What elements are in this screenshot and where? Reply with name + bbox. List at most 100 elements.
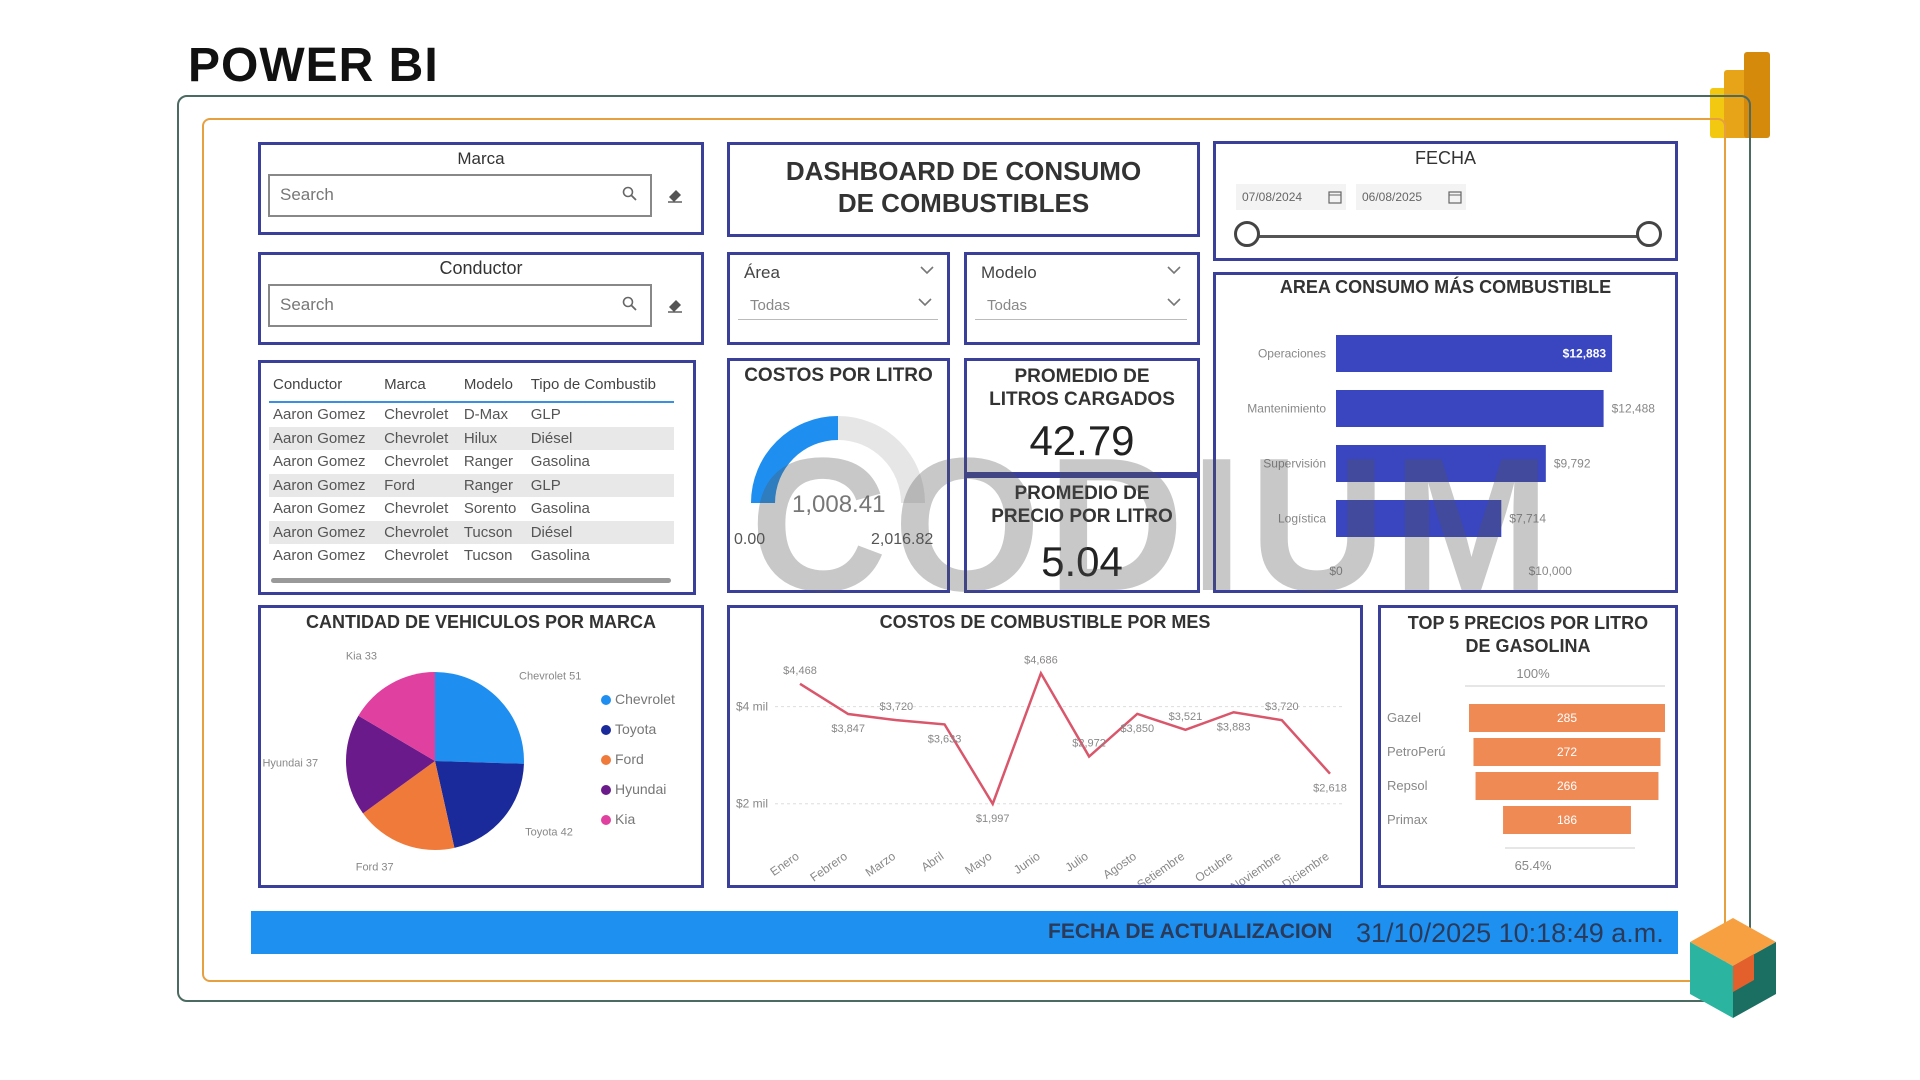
top5-precios-card: TOP 5 PRECIOS POR LITRO DE GASOLINA 100%… bbox=[1378, 605, 1678, 888]
chevron-down-icon[interactable] bbox=[1167, 265, 1181, 275]
top5-precios-chart: 100% 285 Gazel 272 PetroPerú 266 Repsol 186 Prim… bbox=[1387, 666, 1665, 873]
table-header-cell[interactable]: Tipo de Combustib bbox=[526, 367, 674, 403]
eraser-icon[interactable] bbox=[666, 295, 684, 313]
modelo-dropdown-card: Modelo Todas bbox=[964, 252, 1200, 345]
fecha-title: FECHA bbox=[1414, 148, 1476, 168]
area-selected-value: Todas bbox=[750, 297, 791, 314]
table-cell: Chevrolet bbox=[384, 453, 449, 471]
x-tick-label: Marzo bbox=[863, 849, 899, 880]
marca-search-input[interactable]: Search bbox=[268, 174, 652, 217]
search-icon bbox=[622, 186, 637, 201]
gauge-fill bbox=[751, 416, 838, 503]
table-cell: Chevrolet bbox=[384, 406, 449, 424]
table-cell: GLP bbox=[526, 473, 674, 497]
vehiculos-marca-card: CANTIDAD DE VEHICULOS POR MARCA Chevrole… bbox=[258, 605, 704, 888]
x-tick-label: Setiembre bbox=[1134, 849, 1187, 885]
costos-mes-card: COSTOS DE COMBUSTIBLE POR MES $2 mil $4 m… bbox=[727, 605, 1363, 888]
x-tick-label: Diciembre bbox=[1279, 849, 1332, 885]
table-cell: Ford bbox=[380, 473, 460, 497]
table-header-cell[interactable]: Modelo bbox=[459, 367, 527, 403]
funnel-bar bbox=[1475, 772, 1659, 800]
table-cell: Aaron Gomez bbox=[273, 453, 366, 471]
bar bbox=[1336, 335, 1613, 372]
fecha-range-start-handle[interactable] bbox=[1234, 221, 1260, 247]
table-header-cell[interactable]: Marca bbox=[380, 367, 460, 403]
fecha-range-end-handle[interactable] bbox=[1636, 221, 1662, 247]
pie-slice-label: Kia 33 bbox=[346, 650, 377, 662]
table-cell: Aaron Gomez bbox=[273, 406, 366, 424]
promedio-precio-value: 5.04 bbox=[1041, 538, 1123, 585]
marca-slicer: Marca Search bbox=[258, 142, 704, 235]
gauge-max: 2,016.82 bbox=[871, 531, 934, 548]
table-row[interactable]: Aaron Gomez Chevrolet Sorento Gasolina bbox=[269, 497, 674, 521]
marca-slicer-title: Marca bbox=[457, 149, 505, 168]
x-tick-label: Enero bbox=[767, 849, 802, 879]
area-select[interactable]: Todas bbox=[738, 289, 938, 320]
line-value-label: $2,972 bbox=[1072, 738, 1106, 750]
x-tick-label: Abril bbox=[919, 849, 947, 874]
table-cell: Gasolina bbox=[530, 547, 590, 565]
legend-label: Hyundai bbox=[615, 781, 666, 797]
table-row[interactable]: Aaron Gomez Chevrolet Ranger Gasolina bbox=[269, 450, 674, 474]
table-cell: Aaron Gomez bbox=[269, 473, 381, 497]
table-cell: Diésel bbox=[526, 520, 674, 544]
pie-slice bbox=[435, 761, 524, 848]
x-tick-label: Junio bbox=[1011, 849, 1043, 877]
fecha-range-track bbox=[1250, 235, 1650, 238]
calendar-icon[interactable] bbox=[1328, 190, 1342, 204]
x-tick-label: Mayo bbox=[962, 849, 994, 877]
table-row[interactable]: Aaron Gomez Chevrolet D-Max GLP bbox=[269, 402, 674, 427]
x-tick-label: Agosto bbox=[1100, 849, 1139, 882]
conductor-search-input[interactable]: Search bbox=[268, 284, 652, 327]
chevron-down-icon bbox=[918, 298, 932, 307]
chevron-down-icon[interactable] bbox=[920, 265, 934, 275]
legend-label: Chevrolet bbox=[615, 691, 675, 707]
area-consumo-title: AREA CONSUMO MÁS COMBUSTIBLE bbox=[1279, 277, 1612, 297]
legend-marker bbox=[601, 755, 611, 765]
line-value-label: $4,468 bbox=[783, 665, 817, 677]
bar bbox=[1336, 500, 1502, 537]
search-icon bbox=[622, 296, 637, 311]
legend-marker bbox=[601, 815, 611, 825]
dashboard-title: DASHBOARD DE CONSUMO DE COMBUSTIBLES bbox=[785, 156, 1142, 218]
line-value-label: $3,720 bbox=[880, 701, 914, 713]
funnel-category-label: Primax bbox=[1387, 812, 1428, 827]
chevron-down-icon bbox=[1167, 298, 1181, 307]
table-cell: Tucson bbox=[463, 547, 513, 565]
table-row[interactable]: Aaron Gomez Chevrolet Tucson Gasolina bbox=[269, 544, 674, 568]
table-row[interactable]: Aaron Gomez Chevrolet Tucson Diésel bbox=[269, 520, 674, 544]
line-value-label: $3,521 bbox=[1169, 711, 1203, 723]
fecha-end-input[interactable]: 06/08/2025 bbox=[1356, 184, 1466, 210]
table-header-cell[interactable]: Conductor bbox=[269, 367, 381, 403]
legend-label: Kia bbox=[615, 811, 635, 827]
table-horizontal-scrollbar[interactable] bbox=[271, 578, 671, 583]
table-row[interactable]: Aaron Gomez Chevrolet Hilux Diésel bbox=[269, 426, 674, 450]
costos-mes-title: COSTOS DE COMBUSTIBLE POR MES bbox=[879, 612, 1211, 632]
conductor-search-placeholder: Search bbox=[280, 295, 334, 314]
table-cell: Tucson bbox=[459, 520, 527, 544]
calendar-icon[interactable] bbox=[1448, 190, 1462, 204]
y-tick-label: $2 mil bbox=[736, 797, 768, 811]
gauge-min: 0.00 bbox=[734, 531, 766, 548]
table-cell: Sorento bbox=[463, 500, 517, 518]
area-consumo-chart: Operaciones $12,883 Mantenimiento $12,488 Su… bbox=[1247, 335, 1655, 578]
modelo-select[interactable]: Todas bbox=[975, 289, 1187, 320]
table-row[interactable]: Aaron Gomez Ford Ranger GLP bbox=[269, 473, 674, 497]
x-tick-label: Noviembre bbox=[1228, 849, 1284, 885]
bar-category-label: Operaciones bbox=[1258, 347, 1326, 361]
line-value-label: $3,720 bbox=[1265, 701, 1299, 713]
funnel-bar bbox=[1503, 806, 1631, 834]
gauge-value: 1,008.41 bbox=[792, 491, 886, 518]
pie-slice-label: Chevrolet 51 bbox=[519, 671, 581, 683]
inner-frame bbox=[202, 118, 1726, 982]
legend-marker bbox=[601, 695, 611, 705]
fecha-start-input[interactable]: 07/08/2024 bbox=[1236, 184, 1346, 210]
line-value-label: $2,618 bbox=[1313, 783, 1347, 795]
line-value-label: $1,997 bbox=[976, 813, 1010, 825]
bar-value-label: $12,883 bbox=[1563, 347, 1607, 361]
page-title: POWER BI bbox=[188, 39, 439, 92]
eraser-icon[interactable] bbox=[666, 185, 684, 203]
funnel-value-label: 266 bbox=[1557, 779, 1577, 793]
funnel-value-label: 285 bbox=[1557, 711, 1577, 725]
legend-label: Toyota bbox=[615, 721, 656, 737]
